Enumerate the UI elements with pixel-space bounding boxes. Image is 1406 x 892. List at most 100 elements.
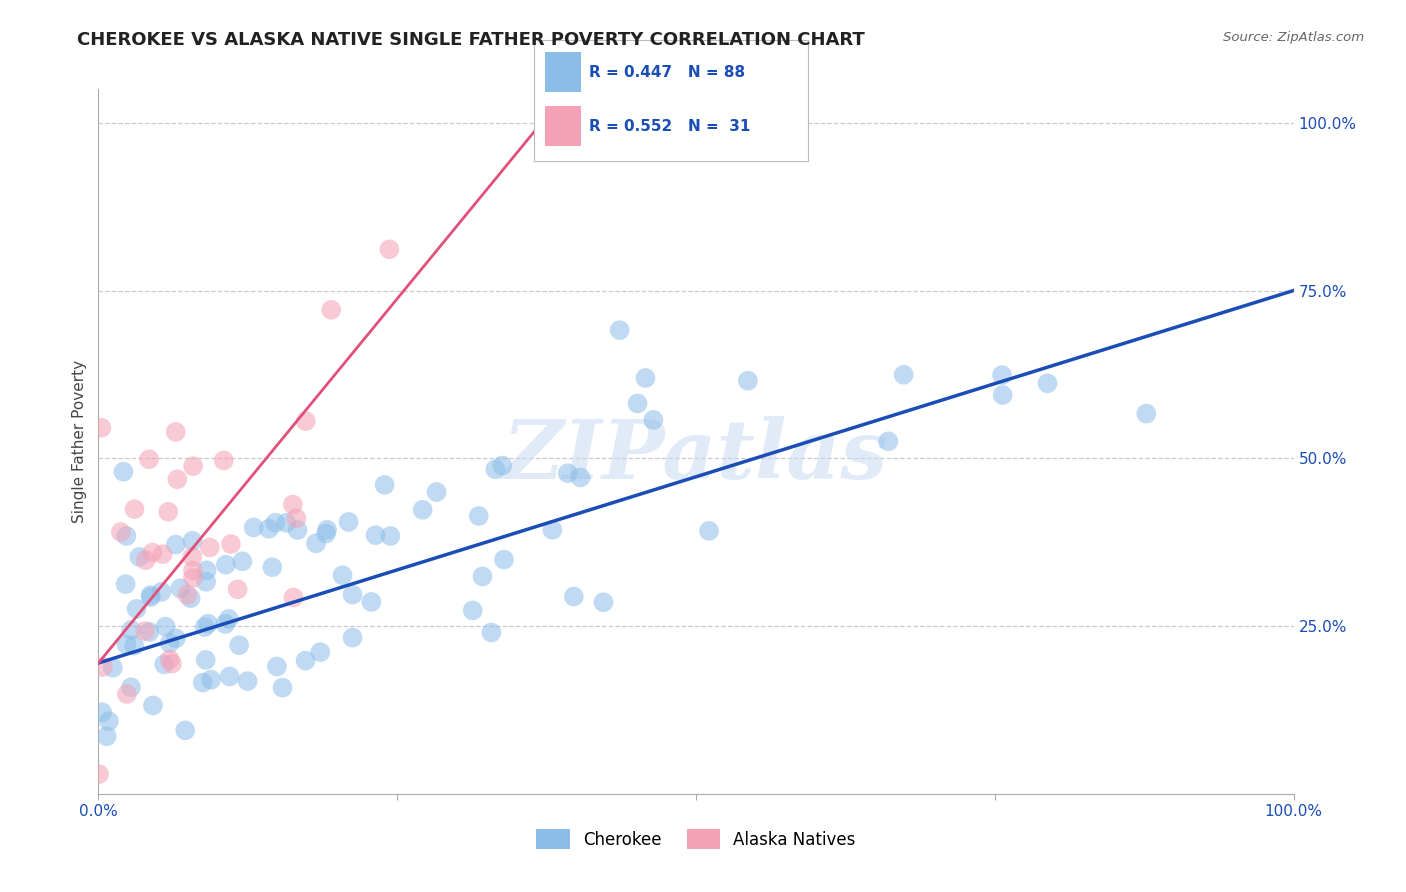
Point [471, 569, 494, 583]
Point [643, 413, 665, 427]
Point [194, 653, 217, 667]
Point [115, 529, 138, 543]
Point [557, 466, 579, 480]
Point [128, 549, 150, 564]
Point [364, 528, 387, 542]
Point [609, 323, 631, 337]
Point [321, 302, 343, 317]
Point [191, 675, 214, 690]
Bar [546, 106, 581, 146]
Point [165, 425, 187, 439]
Legend: Cherokee, Alaska Natives: Cherokee, Alaska Natives [530, 822, 862, 856]
Point [541, 523, 564, 537]
Point [96, 729, 118, 743]
Point [228, 638, 250, 652]
Text: ZIPatlas: ZIPatlas [503, 416, 889, 496]
Point [176, 588, 198, 602]
Point [1036, 376, 1059, 391]
Point [214, 616, 236, 631]
Point [114, 577, 136, 591]
Point [271, 681, 294, 695]
Point [212, 453, 235, 467]
Point [169, 581, 191, 595]
Point [281, 498, 304, 512]
Point [380, 529, 402, 543]
Point [115, 638, 138, 652]
Point [110, 524, 132, 539]
Point [276, 516, 298, 530]
Point [360, 595, 382, 609]
Point [120, 680, 142, 694]
Point [139, 588, 162, 602]
Point [218, 612, 240, 626]
Point [91, 706, 114, 720]
Point [569, 470, 592, 484]
Point [139, 590, 162, 604]
Point [195, 574, 218, 589]
Point [122, 639, 145, 653]
Point [266, 659, 288, 673]
Point [697, 524, 720, 538]
Point [315, 526, 337, 541]
Point [287, 523, 309, 537]
Point [374, 478, 396, 492]
Point [181, 571, 204, 585]
Point [181, 549, 204, 564]
Point [412, 503, 434, 517]
Point [138, 624, 160, 639]
Point [141, 545, 163, 559]
Point [180, 591, 202, 606]
Point [491, 458, 513, 473]
Text: Source: ZipAtlas.com: Source: ZipAtlas.com [1223, 31, 1364, 45]
Point [90, 421, 112, 435]
Point [87, 767, 110, 781]
Point [181, 533, 204, 548]
Point [294, 654, 316, 668]
Point [337, 515, 360, 529]
Point [226, 582, 249, 597]
Point [215, 558, 238, 572]
Point [309, 645, 332, 659]
Point [262, 560, 284, 574]
Point [159, 652, 181, 666]
Point [737, 374, 759, 388]
Text: CHEROKEE VS ALASKA NATIVE SINGLE FATHER POVERTY CORRELATION CHART: CHEROKEE VS ALASKA NATIVE SINGLE FATHER … [77, 31, 865, 49]
Text: R = 0.447   N = 88: R = 0.447 N = 88 [589, 64, 745, 79]
Point [283, 591, 305, 605]
Point [153, 657, 176, 672]
Point [257, 522, 280, 536]
Point [316, 523, 339, 537]
Text: R = 0.552   N =  31: R = 0.552 N = 31 [589, 119, 751, 134]
Bar [546, 52, 581, 92]
Point [492, 552, 515, 566]
Point [242, 520, 264, 534]
Point [592, 595, 614, 609]
Point [181, 564, 204, 578]
Point [91, 660, 114, 674]
Point [197, 616, 219, 631]
Point [294, 414, 316, 428]
Point [264, 516, 287, 530]
Point [142, 698, 165, 713]
Point [236, 674, 259, 689]
Point [342, 631, 364, 645]
Point [378, 243, 401, 257]
Point [181, 459, 204, 474]
Point [1135, 407, 1157, 421]
Y-axis label: Single Father Poverty: Single Father Poverty [72, 360, 87, 523]
Point [150, 585, 173, 599]
Point [634, 371, 657, 385]
Point [166, 472, 188, 486]
Point [219, 537, 242, 551]
Point [101, 661, 124, 675]
Point [218, 669, 240, 683]
Point [991, 368, 1014, 383]
Point [120, 623, 142, 637]
Point [332, 568, 354, 582]
Point [425, 485, 447, 500]
Point [165, 632, 187, 646]
Point [115, 687, 138, 701]
Point [626, 396, 648, 410]
Point [125, 602, 148, 616]
Point [124, 502, 146, 516]
